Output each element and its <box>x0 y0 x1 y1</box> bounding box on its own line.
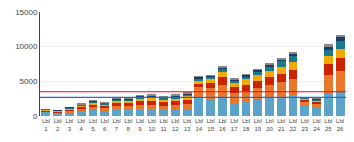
svg-text:Lbl13: Lbl13 <box>183 118 191 132</box>
svg-text:Lbl23: Lbl23 <box>301 118 309 132</box>
svg-text:Lbl25: Lbl25 <box>324 118 332 132</box>
svg-text:Lbl6: Lbl6 <box>101 118 109 132</box>
svg-text:Lbl7: Lbl7 <box>112 118 120 132</box>
svg-text:Lbl1: Lbl1 <box>42 118 50 132</box>
svg-text:Lbl17: Lbl17 <box>230 118 238 132</box>
svg-text:10000: 10000 <box>15 42 38 51</box>
svg-text:Lbl20: Lbl20 <box>265 118 273 132</box>
svg-text:Lbl19: Lbl19 <box>254 118 262 132</box>
svg-text:Lbl16: Lbl16 <box>218 118 226 132</box>
svg-text:Lbl5: Lbl5 <box>89 118 97 132</box>
svg-text:Lbl11: Lbl11 <box>160 118 168 132</box>
svg-text:Lbl10: Lbl10 <box>148 118 156 132</box>
svg-text:Lbl22: Lbl22 <box>289 118 297 132</box>
svg-text:Lbl12: Lbl12 <box>171 118 179 132</box>
svg-text:Lbl8: Lbl8 <box>124 118 132 132</box>
svg-text:Lbl24: Lbl24 <box>313 118 321 132</box>
svg-text:Lbl21: Lbl21 <box>277 118 285 132</box>
svg-text:Lbl15: Lbl15 <box>207 118 215 132</box>
svg-text:5000: 5000 <box>20 77 38 86</box>
svg-text:Lbl3: Lbl3 <box>65 118 73 132</box>
svg-text:Lbl18: Lbl18 <box>242 118 250 132</box>
svg-text:Lbl4: Lbl4 <box>77 118 85 132</box>
svg-text:15000: 15000 <box>15 8 38 17</box>
svg-text:Lbl26: Lbl26 <box>336 118 344 132</box>
svg-text:Lbl2: Lbl2 <box>54 118 62 132</box>
svg-text:Lbl9: Lbl9 <box>136 118 144 132</box>
svg-text:Lbl14: Lbl14 <box>195 118 203 132</box>
svg-text:0: 0 <box>33 112 38 121</box>
